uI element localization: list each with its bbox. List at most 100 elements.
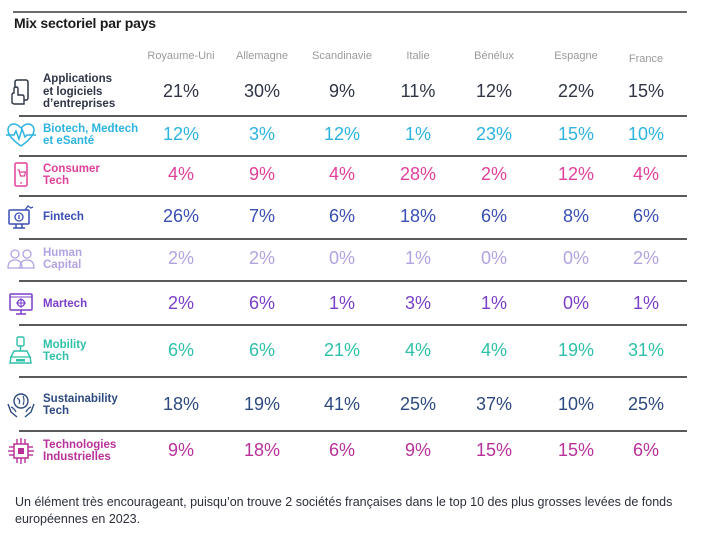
smartphone-touch-icon — [6, 77, 36, 107]
value-cell: 2% — [480, 164, 507, 184]
value-cell: 15% — [557, 440, 595, 460]
value-cell: 25% — [399, 394, 437, 414]
value-cell: 8% — [562, 206, 589, 226]
people-icon — [6, 244, 36, 274]
sector-label-line: d’entreprises — [43, 98, 116, 111]
hands-globe-icon — [6, 390, 36, 420]
column-header: Royaume-Uni — [147, 50, 215, 62]
value-cell: 15% — [627, 81, 665, 101]
value-cell: 2% — [248, 248, 275, 268]
top-rule — [13, 11, 687, 13]
sector-label-line: Biotech, Medtech — [43, 122, 139, 135]
sector-label-line: Capital — [43, 259, 82, 271]
sector-label-line: Mobility — [43, 338, 87, 351]
footer-note: Un élément très encourageant, puisqu’on … — [15, 495, 673, 526]
value-cell: 0% — [480, 248, 507, 268]
value-cell: 6% — [248, 293, 275, 313]
value-cell: 41% — [323, 394, 361, 414]
value-cell: 4% — [632, 164, 659, 184]
value-cell: 12% — [557, 164, 595, 184]
row-divider — [19, 155, 687, 157]
value-cell: 2% — [167, 248, 194, 268]
value-cell: 3% — [248, 124, 275, 144]
value-cell: 12% — [475, 81, 513, 101]
sector-label: Applications et logiciels d’entreprises — [43, 73, 115, 111]
chip-icon — [6, 436, 36, 466]
chart-title: Mix sectoriel par pays — [14, 15, 156, 31]
value-cell: 4% — [328, 164, 355, 184]
value-cell: 19% — [557, 340, 595, 360]
value-cell: 6% — [167, 340, 194, 360]
value-cell: 37% — [475, 394, 513, 414]
value-cell: 12% — [323, 124, 361, 144]
car-plug-icon — [6, 336, 36, 366]
sector-label: Consumer Tech — [43, 163, 100, 188]
value-cell: 6% — [248, 340, 275, 360]
heartbeat-icon — [6, 120, 36, 150]
value-cell: 15% — [475, 440, 513, 460]
value-cell: 22% — [557, 81, 595, 101]
sector-label-line: Industrielles — [43, 451, 111, 463]
row-divider — [19, 238, 687, 240]
value-cell: 18% — [162, 394, 200, 414]
sector-label: Human Capital — [43, 247, 82, 272]
value-cell: 2% — [167, 293, 194, 313]
shopping-phone-icon — [6, 160, 36, 190]
value-cell: 4% — [404, 340, 431, 360]
row-divider — [19, 115, 687, 117]
sector-label-line: Consumer — [43, 162, 100, 175]
value-cell: 9% — [404, 440, 431, 460]
sector-label-line: Technologies — [43, 438, 117, 451]
value-cell: 9% — [328, 81, 355, 101]
sector-label-line: Sustainability — [43, 392, 118, 405]
row-divider — [19, 430, 687, 432]
monitor-target-icon — [6, 289, 36, 319]
value-cell: 9% — [167, 440, 194, 460]
sector-label-line: Fintech — [43, 210, 84, 223]
row-divider — [19, 280, 687, 282]
value-cell: 1% — [328, 293, 355, 313]
value-cell: 4% — [167, 164, 194, 184]
column-header: Allemagne — [236, 50, 288, 62]
value-cell: 11% — [400, 81, 436, 101]
sector-label: Sustainability Tech — [43, 393, 118, 418]
value-cell: 6% — [632, 440, 659, 460]
value-cell: 1% — [632, 293, 659, 313]
value-cell: 18% — [399, 206, 437, 226]
value-cell: 19% — [243, 394, 281, 414]
sector-label-line: Tech — [43, 175, 69, 187]
value-cell: 3% — [404, 293, 431, 313]
value-cell: 10% — [627, 124, 665, 144]
column-header: Italie — [406, 50, 430, 62]
sector-label: Biotech, Medtech et eSanté — [43, 123, 138, 148]
value-cell: 21% — [323, 340, 361, 360]
value-cell: 10% — [557, 394, 595, 414]
sector-label-line: Human — [43, 246, 82, 259]
column-header: Espagne — [554, 50, 598, 62]
sector-label: Martech — [43, 298, 87, 311]
row-divider — [19, 195, 687, 197]
value-cell: 6% — [328, 206, 355, 226]
sector-label-line: Tech — [43, 351, 69, 363]
value-cell: 30% — [243, 81, 281, 101]
value-cell: 2% — [632, 248, 659, 268]
sector-label: Technologies Industrielles — [43, 439, 116, 464]
value-cell: 0% — [562, 293, 589, 313]
column-header: Scandinavie — [312, 50, 372, 62]
value-cell: 6% — [632, 206, 659, 226]
sector-label-line: Tech — [43, 405, 69, 417]
value-cell: 15% — [557, 124, 595, 144]
value-cell: 1% — [404, 124, 431, 144]
column-header: France — [628, 53, 664, 65]
value-cell: 0% — [562, 248, 589, 268]
row-divider — [19, 376, 687, 378]
value-cell: 6% — [328, 440, 355, 460]
value-cell: 25% — [627, 394, 665, 414]
value-cell: 6% — [480, 206, 507, 226]
value-cell: 12% — [162, 124, 200, 144]
value-cell: 31% — [627, 340, 665, 360]
value-cell: 28% — [399, 164, 437, 184]
sector-label-line: et eSanté — [43, 135, 95, 147]
sector-label-line: et logiciels — [43, 85, 103, 98]
sector-label: Fintech — [43, 211, 84, 224]
